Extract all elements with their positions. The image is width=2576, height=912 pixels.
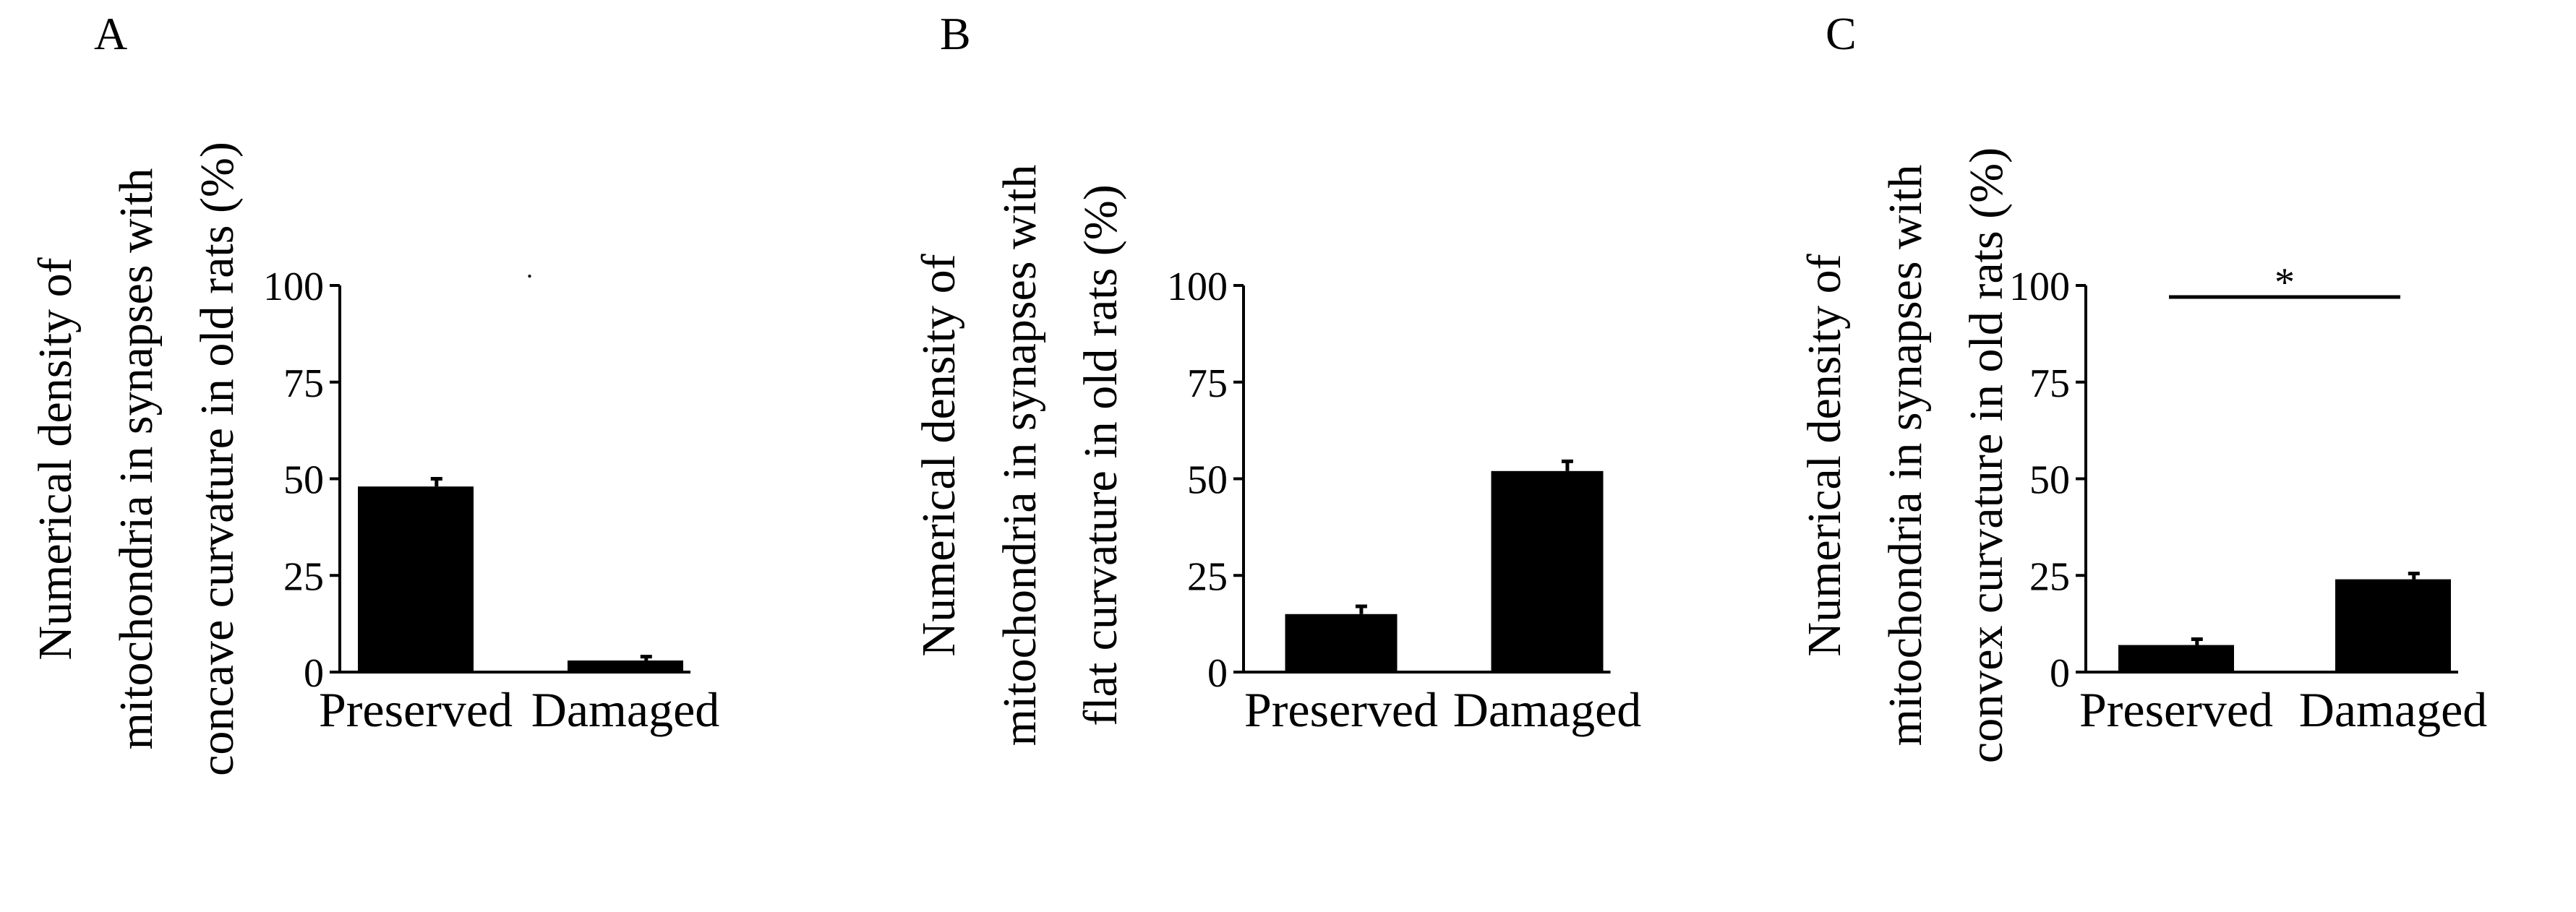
panel-a-bar-preserved: [358, 486, 474, 672]
panel-b-ytick-label-75: 75: [1187, 361, 1228, 406]
panel-b-ytick-label-50: 50: [1187, 458, 1228, 503]
panel-b-ylabel-line-3: flat curvature in old rats (%): [1074, 184, 1127, 726]
panel-a-stray-dot: .: [526, 254, 533, 283]
panel-b-label: B: [940, 8, 971, 59]
panel-b-ytick-label-100: 100: [1167, 264, 1228, 309]
panel-b-ylabel-line-1: Numerical density of: [912, 254, 965, 656]
panel-a-ytick-label-25: 25: [283, 554, 324, 599]
panel-c-ytick-label-0: 0: [2050, 651, 2070, 696]
panel-c-ylabel-line-2: mitochondria in synapses with: [1879, 165, 1932, 747]
panel-c-ytick-label-100: 100: [2009, 264, 2070, 309]
panel-a-ylabel-line-2: mitochondria in synapses with: [110, 168, 163, 750]
panel-c-ytick-label-50: 50: [2029, 458, 2070, 503]
panel-c-ytick-label-75: 75: [2029, 361, 2070, 406]
panel-a-category-label-damaged: Damaged: [531, 682, 720, 737]
panel-a-ylabel-line-3: concave curvature in old rats (%): [191, 142, 244, 776]
panel-b-category-label-preserved: Preserved: [1244, 682, 1438, 737]
panel-c-bar-damaged: [2335, 579, 2451, 672]
panel-c-ylabel: Numerical density of mitochondria in syn…: [1798, 147, 2013, 763]
panel-c-category-label-preserved: Preserved: [2079, 682, 2273, 737]
panel-a-ytick-label-50: 50: [283, 458, 324, 503]
panel-c-significance-marker: *: [2275, 260, 2295, 305]
panel-c-ytick-label-25: 25: [2029, 554, 2070, 599]
panel-c-ylabel-line-1: Numerical density of: [1798, 254, 1851, 656]
panel-b-ytick-label-25: 25: [1187, 554, 1228, 599]
panel-a-label: A: [94, 8, 127, 59]
panel-c-bar-preserved: [2118, 645, 2234, 672]
panel-b-bar-preserved: [1285, 614, 1398, 672]
panel-b-ylabel-line-2: mitochondria in synapses with: [993, 165, 1046, 747]
panel-a-ylabel-line-1: Numerical density of: [29, 257, 82, 660]
panel-c-ylabel-line-3: convex curvature in old rats (%): [1960, 147, 2013, 763]
panel-a-bar-damaged: [568, 660, 683, 672]
panel-b: B Numerical density of mitochondria in s…: [912, 8, 1641, 746]
panel-a-category-label-preserved: Preserved: [319, 682, 513, 737]
panel-a-ylabel: Numerical density of mitochondria in syn…: [29, 142, 244, 776]
panel-a-ytick-label-75: 75: [283, 361, 324, 406]
panel-b-ytick-label-0: 0: [1207, 651, 1228, 696]
panel-c: C Numerical density of mitochondria in s…: [1798, 8, 2487, 763]
panel-c-label: C: [1826, 8, 1857, 59]
panel-a-ytick-label-0: 0: [304, 651, 324, 696]
panel-a-ytick-label-100: 100: [263, 264, 324, 309]
panel-b-ylabel: Numerical density of mitochondria in syn…: [912, 165, 1127, 747]
panel-b-category-label-damaged: Damaged: [1453, 682, 1642, 737]
panel-a: A Numerical density of mitochondria in s…: [29, 8, 719, 776]
panel-c-category-label-damaged: Damaged: [2299, 682, 2488, 737]
panel-b-bar-damaged: [1491, 470, 1604, 672]
